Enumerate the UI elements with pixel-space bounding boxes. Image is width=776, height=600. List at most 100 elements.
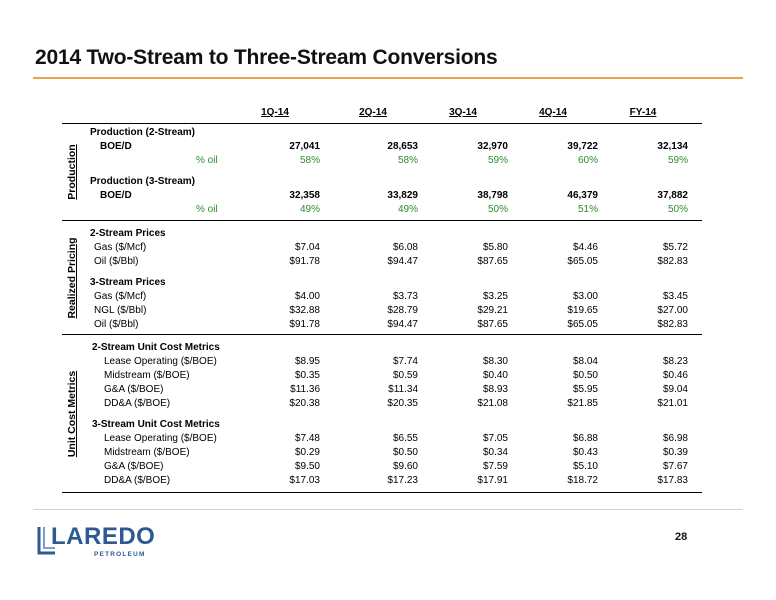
row-label: BOE/D [100, 141, 132, 152]
cell-value: $65.05 [567, 256, 598, 267]
cell-value: 38,798 [477, 190, 508, 201]
cell-value: $19.65 [567, 305, 598, 316]
table-row: Gas ($/Mcf) $7.04 $6.08 $5.80 $4.46 $5.72 [62, 241, 702, 255]
cell-value: 37,882 [657, 190, 688, 201]
laredo-logo: LAREDO PETROLEUM [37, 519, 157, 569]
row-label: DD&A ($/BOE) [104, 475, 171, 486]
table-row: % oil 49% 49% 50% 51% 50% [62, 203, 702, 217]
cell-value: $6.08 [392, 242, 418, 253]
row-label: BOE/D [100, 190, 132, 201]
cell-value: $82.83 [657, 256, 688, 267]
cell-value: $6.98 [662, 433, 688, 444]
cell-value: $7.48 [294, 433, 320, 444]
cell-value: $3.00 [572, 291, 598, 302]
col-header: 1Q-14 [261, 107, 289, 118]
table-row: % oil 58% 58% 59% 60% 59% [62, 154, 702, 168]
table-row: Gas ($/Mcf) $4.00 $3.73 $3.25 $3.00 $3.45 [62, 290, 702, 304]
page-number: 28 [675, 531, 688, 543]
row-label: Oil ($/Bbl) [94, 256, 139, 267]
cell-value: $17.03 [289, 475, 320, 486]
cell-value: 33,829 [387, 190, 418, 201]
group-heading: 3-Stream Prices [90, 277, 166, 288]
table-row: NGL ($/Bbl) $32.88 $28.79 $29.21 $19.65 $27.0… [62, 304, 702, 318]
logo-word: LAREDO [51, 523, 156, 550]
cell-value: $20.35 [387, 398, 418, 409]
table-row: Lease Operating ($/BOE) $7.48 $6.55 $7.05 $6… [62, 432, 702, 446]
row-label: G&A ($/BOE) [104, 384, 164, 395]
cell-value: $21.08 [477, 398, 508, 409]
cell-value: $0.43 [572, 447, 598, 458]
col-header: 3Q-14 [449, 107, 477, 118]
group-heading: 2-Stream Unit Cost Metrics [92, 342, 220, 353]
table-row: BOE/D 27,041 28,653 32,970 39,722 32,134 [62, 140, 702, 154]
cell-value: $82.83 [657, 319, 688, 330]
cell-value: 58% [397, 155, 418, 166]
cell-value: $11.34 [388, 384, 418, 395]
cell-value: 59% [667, 155, 688, 166]
cell-value: $91.78 [289, 319, 320, 330]
group-heading: Production (2-Stream) [90, 127, 196, 138]
title-divider [33, 77, 743, 79]
table-row: Midstream ($/BOE) $0.35 $0.59 $0.40 $0.50 $0.… [62, 369, 702, 383]
cell-value: $0.50 [392, 447, 418, 458]
cell-value: $65.05 [567, 319, 598, 330]
cell-value: $8.30 [482, 356, 508, 367]
cell-value: $0.29 [294, 447, 320, 458]
cell-value: $6.55 [392, 433, 418, 444]
cell-value: $8.93 [482, 384, 508, 395]
cell-value: $17.91 [477, 475, 508, 486]
cell-value: $0.50 [572, 370, 598, 381]
group-heading-row: 2-Stream Prices [62, 227, 702, 241]
cell-value: 51% [577, 204, 598, 215]
cell-value: 27,041 [289, 141, 320, 152]
table-row: DD&A ($/BOE) $20.38 $20.35 $21.08 $21.85 $21.… [62, 397, 702, 411]
cell-value: $7.67 [662, 461, 688, 472]
cell-value: $7.59 [482, 461, 508, 472]
col-header: FY-14 [629, 107, 657, 118]
cell-value: $0.40 [482, 370, 508, 381]
cell-value: 28,653 [387, 141, 418, 152]
cell-value: 46,379 [567, 190, 598, 201]
row-label: NGL ($/Bbl) [94, 305, 147, 316]
group-heading-row: 3-Stream Prices [62, 276, 702, 290]
row-label: % oil [196, 204, 218, 215]
row-label: G&A ($/BOE) [104, 461, 164, 472]
table-row: Oil ($/Bbl) $91.78 $94.47 $87.65 $65.05 $82.8… [62, 318, 702, 332]
cell-value: 60% [577, 155, 598, 166]
cell-value: $8.95 [294, 356, 320, 367]
cell-value: $0.35 [294, 370, 320, 381]
cell-value: $4.46 [572, 242, 598, 253]
cell-value: $0.34 [482, 447, 508, 458]
group-heading-row: 3-Stream Unit Cost Metrics [62, 418, 702, 432]
cell-value: $0.46 [662, 370, 688, 381]
col-header: 4Q-14 [539, 107, 567, 118]
cell-value: $21.01 [657, 398, 688, 409]
cell-value: $21.85 [567, 398, 598, 409]
cell-value: $7.04 [294, 242, 320, 253]
cell-value: $5.72 [662, 242, 688, 253]
row-label: Gas ($/Mcf) [94, 291, 147, 302]
group-heading-row: Production (3-Stream) [62, 175, 702, 189]
cell-value: $17.23 [387, 475, 418, 486]
row-label: DD&A ($/BOE) [104, 398, 171, 409]
cell-value: $5.95 [572, 384, 598, 395]
cell-value: $5.80 [482, 242, 508, 253]
row-label: Oil ($/Bbl) [94, 319, 139, 330]
cell-value: $7.05 [482, 433, 508, 444]
logo-subtitle: PETROLEUM [94, 551, 146, 558]
group-heading: 2-Stream Prices [90, 228, 166, 239]
cell-value: $87.65 [477, 319, 508, 330]
cell-value: $94.47 [387, 319, 418, 330]
cell-value: 32,358 [289, 190, 320, 201]
group-spacer [62, 269, 702, 276]
cell-value: $94.47 [387, 256, 418, 267]
col-header: 2Q-14 [359, 107, 387, 118]
cell-value: 49% [397, 204, 418, 215]
cell-value: $3.25 [482, 291, 508, 302]
row-label: Gas ($/Mcf) [94, 242, 147, 253]
section-unit-cost-metrics: Unit Cost Metrics 2-Stream Unit Cost Metr… [62, 335, 702, 493]
table-header: 1Q-14 2Q-14 3Q-14 4Q-14 FY-14 [62, 103, 702, 124]
cell-value: $7.74 [392, 356, 418, 367]
cell-value: 58% [299, 155, 320, 166]
table-row: G&A ($/BOE) $11.36 $11.34 $8.93 $5.95 $9.04 [62, 383, 702, 397]
